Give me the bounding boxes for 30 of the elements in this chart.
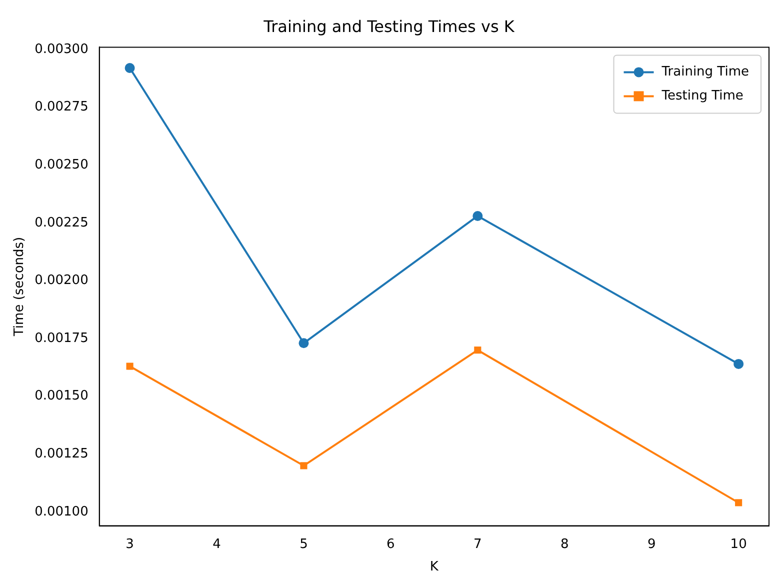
x-tick-label: 8 xyxy=(560,536,569,552)
point xyxy=(472,210,483,221)
x-tick-label: 5 xyxy=(300,536,308,552)
point xyxy=(734,358,744,369)
x-tick-label: 4 xyxy=(212,536,221,552)
x-tick-label: 7 xyxy=(474,536,482,552)
legend-label: Testing Time xyxy=(660,88,744,104)
y-axis-title: Time (seconds) xyxy=(12,236,28,338)
chart-title: Training and Testing Times vs K xyxy=(262,16,515,36)
y-tick-label: 0.00300 xyxy=(34,42,88,57)
y-tick-label: 0.00200 xyxy=(34,273,88,288)
point xyxy=(300,462,308,470)
y-tick-label: 0.00150 xyxy=(34,388,88,404)
x-tick-label: 9 xyxy=(647,536,656,552)
y-tick-label: 0.00225 xyxy=(34,215,88,230)
y-tick-label: 0.00250 xyxy=(34,157,88,172)
x-axis-title: K xyxy=(430,560,439,575)
legend-label: Training Time xyxy=(660,64,750,80)
x-tick-label: 3 xyxy=(126,536,134,552)
x-tick-label: 10 xyxy=(730,536,747,552)
y-tick-label: 0.00275 xyxy=(34,100,88,115)
y-tick-label: 0.00100 xyxy=(34,504,88,520)
point xyxy=(298,338,309,348)
point xyxy=(474,346,482,354)
y-tick-label: 0.00175 xyxy=(34,330,88,346)
point xyxy=(126,362,134,370)
point xyxy=(735,499,742,506)
y-tick-label: 0.00125 xyxy=(34,446,88,462)
x-tick-label: 6 xyxy=(386,536,395,552)
point xyxy=(124,63,135,74)
